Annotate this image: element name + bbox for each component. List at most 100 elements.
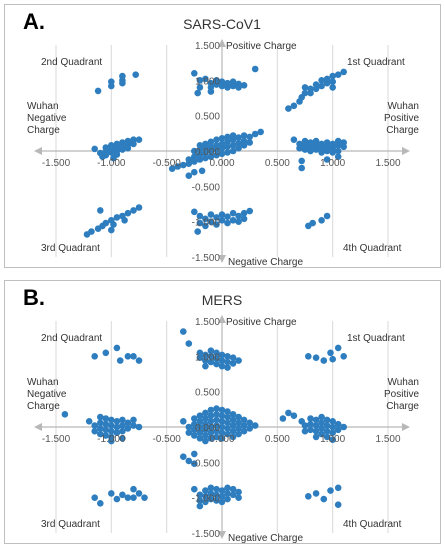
data-point: [307, 147, 314, 155]
data-point: [207, 406, 215, 414]
data-point: [207, 412, 215, 419]
data-point: [301, 422, 309, 429]
data-point: [119, 72, 126, 80]
data-point: [229, 416, 237, 424]
data-point: [329, 72, 337, 80]
data-point: [202, 432, 209, 439]
annotation-wuhan-positive: Charge: [386, 125, 419, 136]
data-point: [213, 405, 220, 412]
annotation-wuhan-positive: Wuhan: [387, 101, 419, 112]
data-point: [218, 412, 226, 419]
data-point: [323, 422, 331, 429]
panel-b: B. MERS -1.500 -1.000 -0.500 0.000 0.500 1.000…: [4, 280, 441, 544]
data-point: [191, 147, 198, 155]
data-point: [334, 147, 342, 155]
data-point: [218, 150, 226, 158]
data-point: [224, 425, 231, 432]
data-point: [312, 146, 320, 153]
data-point: [224, 149, 231, 156]
data-point: [119, 491, 126, 499]
data-point: [119, 427, 126, 435]
data-point: [108, 427, 115, 435]
data-point: [213, 491, 220, 499]
data-point: [202, 420, 209, 428]
data-point: [207, 153, 215, 160]
data-point: [340, 423, 348, 431]
data-point: [235, 84, 242, 91]
data-point: [213, 355, 220, 362]
data-point: [218, 435, 226, 442]
data-point: [235, 357, 242, 364]
data-point: [97, 419, 104, 427]
data-point: [235, 218, 242, 225]
data-point: [202, 493, 209, 500]
annotation-wuhan-positive: Charge: [386, 401, 419, 412]
data-point: [229, 82, 237, 90]
annotation-wuhan-positive: Wuhan: [387, 377, 419, 388]
data-point: [246, 425, 253, 432]
data-point: [202, 149, 209, 157]
chart-title: SARS-CoV1: [183, 16, 261, 32]
data-point: [102, 415, 110, 422]
x-tick-label: 0.500: [265, 158, 290, 169]
annotation-positive-charge: Positive Charge: [226, 317, 297, 328]
data-point: [85, 418, 93, 425]
data-point: [235, 134, 242, 141]
data-point: [318, 82, 325, 90]
data-point: [235, 488, 242, 496]
data-point: [207, 88, 215, 95]
data-point: [218, 429, 226, 436]
data-point: [113, 344, 121, 352]
data-point: [235, 413, 242, 421]
data-point: [334, 153, 342, 160]
data-point: [224, 430, 231, 438]
data-point: [218, 487, 226, 494]
annotation-q3: 3rd Quadrant: [41, 243, 100, 254]
data-point: [185, 172, 193, 179]
data-point: [229, 142, 237, 149]
y-axis-bottom-arrow: [218, 531, 226, 539]
data-point: [194, 89, 201, 97]
data-point: [229, 411, 237, 418]
data-point: [312, 354, 320, 361]
data-point: [124, 144, 132, 152]
data-point: [240, 416, 248, 424]
data-point: [340, 353, 348, 360]
data-point: [130, 416, 137, 424]
x-tick-label: -1.000: [97, 158, 126, 169]
data-point: [224, 495, 231, 503]
data-point: [207, 429, 215, 436]
data-point: [224, 484, 231, 492]
data-point: [119, 146, 126, 153]
x-tick-label: -0.500: [152, 158, 181, 169]
data-point: [224, 143, 231, 151]
data-point: [229, 132, 237, 139]
data-point: [108, 149, 115, 156]
data-point: [240, 427, 248, 435]
data-point: [135, 204, 143, 211]
data-point: [323, 212, 331, 220]
data-point: [246, 419, 253, 427]
y-tick-label: -1.000: [192, 218, 221, 229]
x-axis-left-arrow: [34, 423, 42, 431]
data-point: [318, 419, 325, 427]
data-point: [97, 413, 104, 421]
data-point: [97, 425, 104, 432]
data-point: [202, 415, 209, 422]
data-point: [113, 418, 121, 425]
y-tick-label: 1.000: [195, 76, 220, 87]
data-point: [180, 418, 187, 425]
annotation-wuhan-negative: Negative: [27, 389, 67, 400]
data-point: [196, 497, 204, 504]
data-point: [329, 436, 337, 443]
data-point: [207, 211, 215, 218]
data-point: [102, 420, 110, 428]
data-point: [132, 71, 139, 78]
data-point: [119, 416, 126, 424]
data-point: [196, 491, 204, 499]
data-point: [185, 423, 193, 431]
data-point: [174, 163, 181, 170]
data-point: [290, 102, 298, 110]
data-point: [229, 485, 237, 493]
data-point: [329, 84, 337, 91]
